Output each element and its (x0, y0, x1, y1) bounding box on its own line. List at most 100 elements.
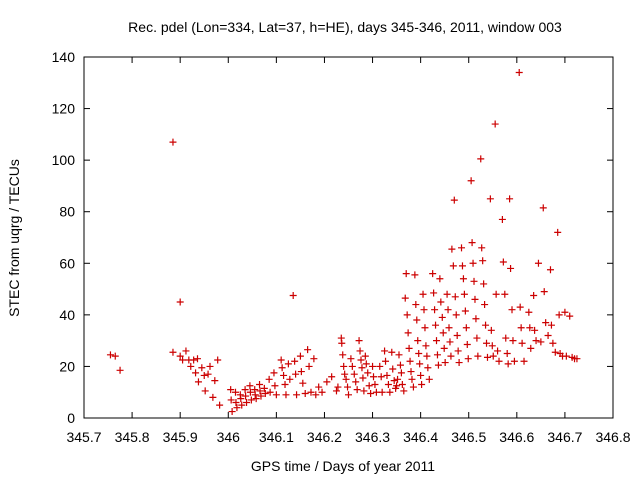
data-point (297, 368, 305, 376)
data-point (394, 375, 402, 383)
y-tick-label: 120 (52, 101, 76, 117)
data-point (527, 344, 535, 352)
data-point (555, 311, 563, 319)
data-point (525, 308, 533, 316)
data-point (487, 326, 495, 334)
data-point (422, 342, 430, 350)
data-point (256, 387, 264, 395)
x-tick-label: 346.1 (259, 429, 294, 445)
data-point (328, 373, 336, 381)
data-point (537, 338, 545, 346)
data-point (116, 366, 124, 374)
x-tick-label: 346.6 (499, 429, 534, 445)
data-point (494, 347, 502, 355)
y-tick-label: 100 (52, 152, 76, 168)
data-point (206, 362, 214, 370)
data-point (419, 290, 427, 298)
data-point (549, 339, 557, 347)
data-point (443, 290, 451, 298)
data-point (444, 306, 452, 314)
data-point (481, 301, 489, 309)
data-point (281, 380, 289, 388)
data-point (401, 294, 409, 302)
data-point (301, 390, 309, 398)
data-point (367, 390, 375, 398)
data-point (531, 326, 539, 334)
data-point (429, 270, 437, 278)
data-point (292, 370, 300, 378)
data-point (369, 362, 377, 370)
data-point (445, 324, 453, 332)
data-point (507, 264, 515, 272)
x-tick-label: 346.4 (403, 429, 438, 445)
data-point (453, 331, 461, 339)
data-point (365, 382, 373, 390)
data-point (359, 374, 367, 382)
data-point (194, 378, 202, 386)
data-point (246, 382, 254, 390)
data-point (440, 344, 448, 352)
data-point (111, 352, 119, 360)
data-point (448, 245, 456, 253)
data-point (361, 352, 369, 360)
data-point (474, 352, 482, 360)
data-point (413, 316, 421, 324)
data-point (299, 379, 307, 387)
data-point (423, 352, 431, 360)
data-point (242, 392, 250, 400)
data-point (416, 360, 424, 368)
data-point (483, 353, 491, 361)
data-point (198, 364, 206, 372)
data-point (106, 351, 114, 359)
data-point (433, 351, 441, 359)
data-point (478, 244, 486, 252)
data-point (384, 380, 392, 388)
data-point (408, 375, 416, 383)
data-point (430, 289, 438, 297)
data-point (411, 271, 419, 279)
data-point (499, 258, 507, 266)
data-point (454, 347, 462, 355)
data-point (515, 68, 523, 76)
x-tick-label: 346.8 (595, 429, 630, 445)
data-point (280, 371, 288, 379)
data-point (532, 337, 540, 345)
data-point (412, 301, 420, 309)
data-point (356, 347, 364, 355)
data-point (237, 395, 245, 403)
data-point (371, 380, 379, 388)
data-point (482, 321, 490, 329)
data-point (418, 380, 426, 388)
data-point (238, 401, 246, 409)
data-point (381, 347, 389, 355)
data-point (293, 391, 301, 399)
data-point (534, 259, 542, 267)
data-point (252, 395, 260, 403)
y-tick-label: 140 (52, 49, 76, 65)
data-point (241, 386, 249, 394)
data-point (491, 120, 499, 128)
data-point (437, 298, 445, 306)
data-point (554, 228, 562, 236)
data-point (227, 386, 235, 394)
data-point (277, 356, 285, 364)
data-point (232, 399, 240, 407)
data-point (386, 388, 394, 396)
data-point (347, 355, 355, 363)
data-point (415, 350, 423, 358)
data-point (561, 308, 569, 316)
data-point (190, 356, 198, 364)
data-point (265, 375, 273, 383)
data-point (431, 306, 439, 314)
data-point (340, 362, 348, 370)
x-tick-label: 345.8 (115, 429, 150, 445)
data-point (228, 408, 236, 416)
data-point (271, 382, 279, 390)
data-point (355, 337, 363, 345)
data-point (406, 357, 414, 365)
y-tick-label: 20 (59, 358, 75, 374)
data-point (334, 383, 342, 391)
data-point (460, 290, 468, 298)
data-point (383, 371, 391, 379)
